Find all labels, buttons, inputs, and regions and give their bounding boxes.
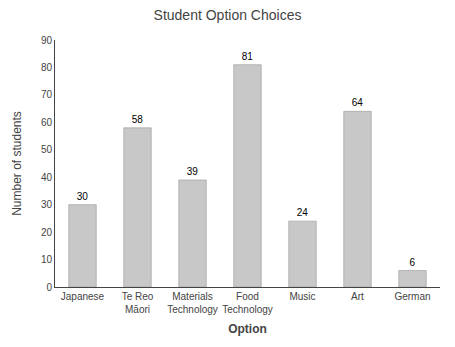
svg-text:Number of students: Number of students <box>10 111 24 216</box>
svg-text:0: 0 <box>46 282 52 293</box>
svg-text:6: 6 <box>410 257 416 268</box>
svg-text:60: 60 <box>41 117 53 128</box>
svg-text:70: 70 <box>41 89 53 100</box>
svg-text:Option: Option <box>228 322 267 336</box>
svg-text:German: German <box>394 291 430 302</box>
svg-text:Music: Music <box>289 291 315 302</box>
svg-text:30: 30 <box>41 199 53 210</box>
svg-text:Student Option Choices: Student Option Choices <box>154 7 302 23</box>
svg-text:64: 64 <box>352 97 364 108</box>
svg-text:Te ReoMāori: Te ReoMāori <box>122 291 154 315</box>
svg-text:40: 40 <box>41 172 53 183</box>
svg-text:Japanese: Japanese <box>61 291 105 302</box>
svg-text:MaterialsTechnology: MaterialsTechnology <box>167 291 218 315</box>
svg-text:50: 50 <box>41 144 53 155</box>
svg-text:58: 58 <box>132 114 144 125</box>
svg-text:20: 20 <box>41 227 53 238</box>
svg-text:10: 10 <box>41 254 53 265</box>
svg-text:80: 80 <box>41 62 53 73</box>
svg-text:FoodTechnology: FoodTechnology <box>222 291 273 315</box>
svg-text:39: 39 <box>187 166 199 177</box>
svg-text:90: 90 <box>41 35 53 46</box>
svg-text:30: 30 <box>77 191 89 202</box>
svg-text:24: 24 <box>297 207 309 218</box>
svg-text:81: 81 <box>242 51 254 62</box>
svg-text:Art: Art <box>351 291 364 302</box>
